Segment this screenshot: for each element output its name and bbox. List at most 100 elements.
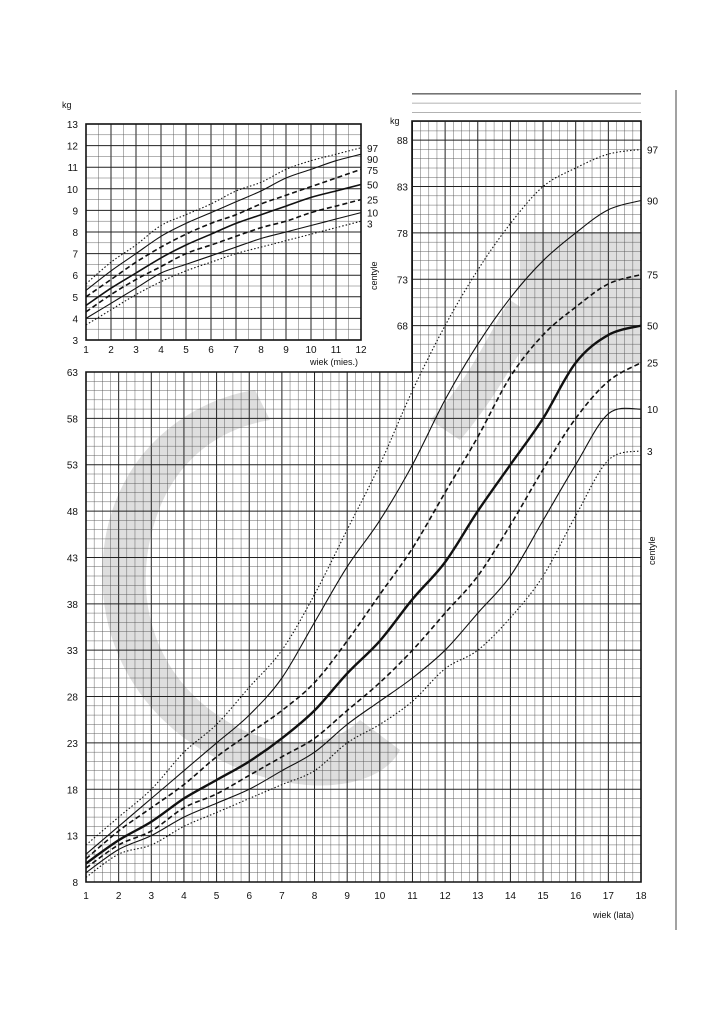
child-centile-label: 90 (647, 196, 659, 207)
infant-x-tick: 10 (305, 345, 317, 356)
child-series-75 (85, 273, 642, 860)
infant-centile-label: 90 (367, 155, 379, 166)
child-y-tick: 48 (67, 507, 79, 518)
child-x-tick: 5 (214, 891, 220, 902)
infant-centile-caption: centyle (369, 261, 379, 290)
child-centile-labels: 97 90 75 50 25 10 3 (647, 145, 659, 457)
infant-series-10 (85, 212, 362, 319)
infant-x-tick: 11 (331, 345, 342, 356)
infant-ylabel: kg (62, 100, 72, 110)
child-y-tick-upper: 88 (397, 136, 409, 147)
infant-centile-label: 50 (367, 180, 379, 191)
child-xlabel: wiek (lata) (592, 910, 634, 920)
child-grid (85, 93, 642, 883)
infant-y-tick: 13 (67, 120, 79, 131)
child-x-tick: 6 (246, 891, 252, 902)
child-series-25 (85, 361, 642, 869)
child-y-tick-upper: 68 (397, 322, 409, 333)
child-y-tick: 13 (67, 832, 79, 843)
child-x-tick: 11 (407, 891, 418, 902)
infant-x-tick: 12 (355, 345, 367, 356)
chart-frames (85, 120, 642, 883)
child-centile-label: 97 (647, 145, 659, 156)
child-x-tick: 15 (537, 891, 549, 902)
infant-series-90 (85, 153, 362, 291)
infant-y-tick: 6 (72, 271, 78, 282)
child-x-tick: 9 (344, 891, 350, 902)
child-x-tick: 12 (440, 891, 452, 902)
child-x-tick: 14 (505, 891, 517, 902)
infant-x-tick: 5 (183, 345, 189, 356)
child-y-tick: 33 (67, 646, 79, 657)
infant-x-tick: 8 (258, 345, 264, 356)
child-centile-caption: centyle (647, 536, 657, 565)
child-x-tick: 16 (570, 891, 582, 902)
infant-y-tick: 12 (67, 142, 79, 153)
infant-y-tick: 7 (72, 250, 78, 261)
infant-x-tick: 9 (283, 345, 289, 356)
child-y-tick: 53 (67, 461, 79, 472)
child-y-tick-upper: 83 (397, 183, 409, 194)
infant-y-tick: 9 (72, 206, 78, 217)
infant-y-tick: 11 (68, 163, 79, 174)
child-x-tick: 3 (149, 891, 155, 902)
child-x-tick: 7 (279, 891, 285, 902)
child-upper-ylabel: kg (390, 116, 400, 126)
child-y-tick: 8 (72, 878, 78, 889)
infant-series-75 (85, 168, 362, 298)
infant-x-tick: 2 (108, 345, 114, 356)
child-series (85, 148, 642, 878)
infant-series-25 (85, 198, 362, 313)
child-x-tick: 18 (635, 891, 647, 902)
infant-centile-label: 25 (367, 196, 379, 207)
child-series-10 (85, 407, 642, 874)
infant-xlabel: wiek (mies.) (309, 357, 358, 367)
child-centile-label: 10 (647, 405, 659, 416)
child-centile-label: 25 (647, 359, 659, 370)
child-x-tick: 17 (603, 891, 615, 902)
infant-y-tick: 10 (67, 185, 79, 196)
infant-y-tick: 8 (72, 228, 78, 239)
child-y-tick-upper: 73 (397, 275, 409, 286)
child-y-tick: 38 (67, 600, 79, 611)
infant-y-tick: 3 (72, 336, 78, 347)
child-tick-labels: 1 2 3 4 5 6 7 8 9 10 11 12 13 14 15 16 17 188131823283338… (67, 136, 647, 902)
infant-x-tick: 1 (83, 345, 89, 356)
child-x-tick: 1 (83, 891, 89, 902)
child-x-tick: 8 (312, 891, 318, 902)
child-x-tick: 13 (472, 891, 484, 902)
child-y-tick: 18 (67, 785, 79, 796)
child-series-90 (85, 199, 642, 855)
child-x-tick: 4 (181, 891, 187, 902)
child-series-50 (85, 324, 642, 865)
child-y-tick: 58 (67, 414, 79, 425)
infant-series-50 (85, 183, 362, 307)
child-centile-label: 50 (647, 322, 659, 333)
infant-series-3 (85, 220, 362, 326)
child-x-tick: 2 (116, 891, 122, 902)
infant-series (85, 147, 362, 326)
child-y-tick-upper: 78 (397, 229, 409, 240)
infant-y-tick: 4 (72, 314, 78, 325)
infant-centile-label: 97 (367, 144, 379, 155)
infant-series-97 (85, 147, 362, 285)
child-centile-label: 75 (647, 271, 659, 282)
child-y-tick: 63 (67, 368, 79, 379)
infant-x-tick: 6 (208, 345, 214, 356)
background-watermark (102, 232, 642, 786)
infant-centile-label: 10 (367, 209, 379, 220)
infant-y-tick: 5 (72, 293, 78, 304)
infant-x-tick: 7 (233, 345, 239, 356)
infant-centile-label: 3 (367, 220, 373, 231)
child-y-tick: 28 (67, 693, 79, 704)
infant-x-tick: 4 (158, 345, 164, 356)
infant-x-tick: 3 (133, 345, 139, 356)
child-y-tick: 23 (67, 739, 79, 750)
child-x-tick: 10 (374, 891, 386, 902)
child-centile-label: 3 (647, 447, 653, 458)
child-y-tick: 43 (67, 553, 79, 564)
infant-centile-label: 75 (367, 166, 379, 177)
